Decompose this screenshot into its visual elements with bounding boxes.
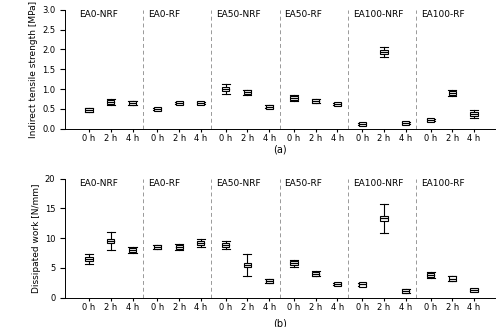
FancyBboxPatch shape (176, 101, 182, 105)
FancyBboxPatch shape (129, 101, 136, 105)
Text: EA0-NRF: EA0-NRF (80, 179, 118, 188)
FancyBboxPatch shape (380, 216, 388, 221)
FancyBboxPatch shape (427, 273, 434, 277)
FancyBboxPatch shape (197, 241, 204, 245)
FancyBboxPatch shape (107, 100, 114, 104)
FancyBboxPatch shape (86, 108, 92, 112)
Text: EA50-RF: EA50-RF (284, 179, 323, 188)
Text: EA0-RF: EA0-RF (148, 10, 180, 19)
FancyBboxPatch shape (470, 288, 478, 292)
FancyBboxPatch shape (449, 91, 456, 95)
FancyBboxPatch shape (266, 279, 273, 283)
FancyBboxPatch shape (427, 118, 434, 122)
Y-axis label: Dissipated work [N/mm]: Dissipated work [N/mm] (32, 183, 40, 293)
FancyBboxPatch shape (470, 112, 478, 116)
FancyBboxPatch shape (290, 96, 298, 100)
FancyBboxPatch shape (359, 122, 366, 126)
FancyBboxPatch shape (222, 243, 230, 247)
Text: EA100-NRF: EA100-NRF (352, 10, 403, 19)
FancyBboxPatch shape (222, 87, 230, 91)
Text: (b): (b) (273, 318, 287, 327)
Text: EA100-RF: EA100-RF (421, 179, 465, 188)
FancyBboxPatch shape (380, 50, 388, 54)
FancyBboxPatch shape (107, 239, 114, 243)
Text: (a): (a) (273, 145, 287, 154)
FancyBboxPatch shape (449, 276, 456, 281)
FancyBboxPatch shape (154, 245, 161, 249)
FancyBboxPatch shape (154, 107, 161, 111)
FancyBboxPatch shape (197, 101, 204, 105)
FancyBboxPatch shape (402, 289, 409, 293)
Text: EA100-RF: EA100-RF (421, 10, 465, 19)
Text: EA50-NRF: EA50-NRF (216, 179, 260, 188)
Y-axis label: Indirect tensile strength [MPa]: Indirect tensile strength [MPa] (29, 1, 38, 138)
FancyBboxPatch shape (312, 272, 320, 276)
FancyBboxPatch shape (129, 248, 136, 252)
FancyBboxPatch shape (176, 245, 182, 249)
FancyBboxPatch shape (312, 99, 320, 103)
Text: EA50-RF: EA50-RF (284, 10, 323, 19)
FancyBboxPatch shape (86, 257, 92, 261)
FancyBboxPatch shape (290, 261, 298, 265)
FancyBboxPatch shape (334, 102, 341, 106)
Text: EA0-NRF: EA0-NRF (80, 10, 118, 19)
FancyBboxPatch shape (334, 282, 341, 286)
Text: EA50-NRF: EA50-NRF (216, 10, 260, 19)
Text: EA0-RF: EA0-RF (148, 179, 180, 188)
FancyBboxPatch shape (244, 263, 251, 267)
FancyBboxPatch shape (402, 121, 409, 125)
FancyBboxPatch shape (266, 105, 273, 109)
Text: EA100-NRF: EA100-NRF (352, 179, 403, 188)
FancyBboxPatch shape (244, 90, 251, 94)
FancyBboxPatch shape (359, 283, 366, 286)
